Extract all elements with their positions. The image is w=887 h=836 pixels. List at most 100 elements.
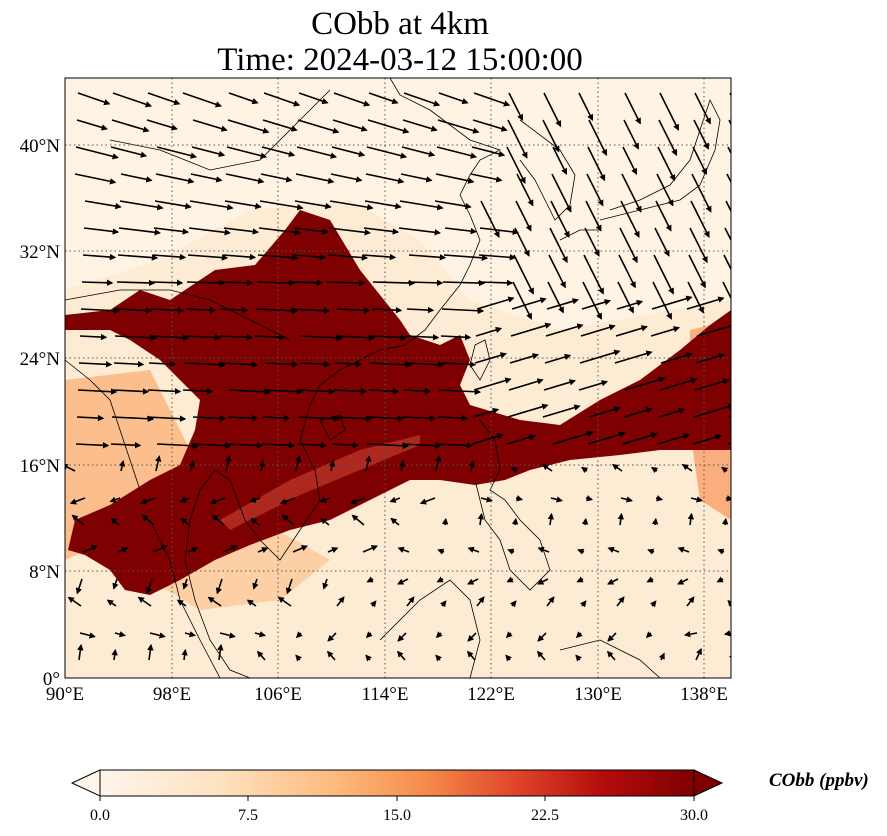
colorbar-extend-min [70,769,101,797]
wind-vector [651,295,693,310]
wind-vector [333,388,368,395]
wind-vector [184,631,196,638]
wind-vector [724,227,731,242]
wind-vector [688,254,706,289]
wind-vector [191,146,226,158]
wind-vector [616,299,644,310]
lon-axis: 90°E 98°E 106°E 114°E 122°E 130°E 138°E [46,684,728,705]
wind-vector [578,380,609,391]
wind-vector [192,119,228,132]
wind-vector [677,546,690,553]
wind-vector [588,119,608,157]
wind-vector [650,326,681,337]
wind-vector [472,407,500,418]
wind-vector [297,415,341,422]
wind-vector [116,279,156,287]
wind-vector [616,596,625,607]
wind-vector [472,119,508,132]
wind-vector [406,306,435,314]
wind-vector [71,514,85,526]
wind-vector [366,576,374,583]
wind-vector [217,643,224,661]
wind-vector [389,496,401,503]
wind-vector [615,325,648,337]
wind-vector [439,361,477,368]
wind-vector [398,459,406,472]
wind-vector [292,545,308,553]
wind-vector [154,200,192,210]
wind-vector [367,119,410,134]
wind-vector [717,548,725,555]
wind-vector [84,200,122,210]
colorbar-tick-label: 22.5 [531,807,559,824]
lat-tick-label: 40°N [20,136,61,157]
wind-vector [543,379,576,391]
wind-vector [119,200,164,211]
wind-vector [112,388,150,395]
wind-vector [440,333,472,341]
wind-vector [257,547,269,554]
wind-vector [327,254,369,261]
wind-vector [515,495,524,502]
wind-vector [607,546,620,553]
wind-vector [78,361,113,368]
wind-vector [622,432,658,445]
map-title-line1: CObb at 4km [311,6,489,42]
wind-vector [647,548,655,555]
wind-vector [215,578,223,595]
wind-vector [657,433,690,445]
wind-vector [693,403,731,418]
wind-vector [403,92,441,107]
wind-vector [111,119,150,133]
wind-vector [179,496,191,503]
wind-vector [442,279,486,287]
wind-vector [506,434,537,445]
wind-vector [581,517,589,526]
wind-vector [549,227,568,264]
wind-vector [182,387,214,395]
wind-vector [74,173,117,185]
wind-vector [141,514,155,526]
wind-vector [365,654,372,662]
wind-vector [114,631,126,638]
wind-vector [585,200,602,232]
wind-vector [291,279,324,286]
wind-vector [477,512,484,526]
wind-vector [189,200,234,211]
wind-vector [721,517,729,526]
wind-vector [328,227,371,236]
wind-vector [478,254,517,261]
wind-vector [366,146,408,159]
wind-vector [263,388,304,395]
wind-vector [686,596,695,607]
wind-vector [226,442,264,449]
wind-vector [146,119,178,131]
wind-vector [536,650,546,661]
wind-vector [471,146,506,158]
wind-vector [263,92,301,107]
wind-vector [623,119,640,150]
wind-vector [120,173,153,183]
wind-vector [479,227,519,236]
wind-vector [117,254,159,261]
wind-vector [76,119,108,131]
wind-vector [588,406,621,418]
wind-vector [437,119,480,134]
wind-vector [295,654,302,662]
wind-vector [327,547,339,554]
wind-vector [365,455,372,472]
wind-vector [468,459,476,472]
wind-vector [279,497,296,505]
wind-vector [190,173,223,183]
wind-vector [75,578,83,595]
wind-vector [254,631,266,638]
wind-vector [290,307,331,314]
wind-vector [691,173,712,213]
wind-vector [443,254,489,262]
wind-vector [111,648,118,661]
wind-vector [733,300,764,309]
wind-vector [543,92,562,128]
wind-vector [332,119,368,132]
wind-vector [473,92,511,107]
wind-vector [298,92,329,105]
